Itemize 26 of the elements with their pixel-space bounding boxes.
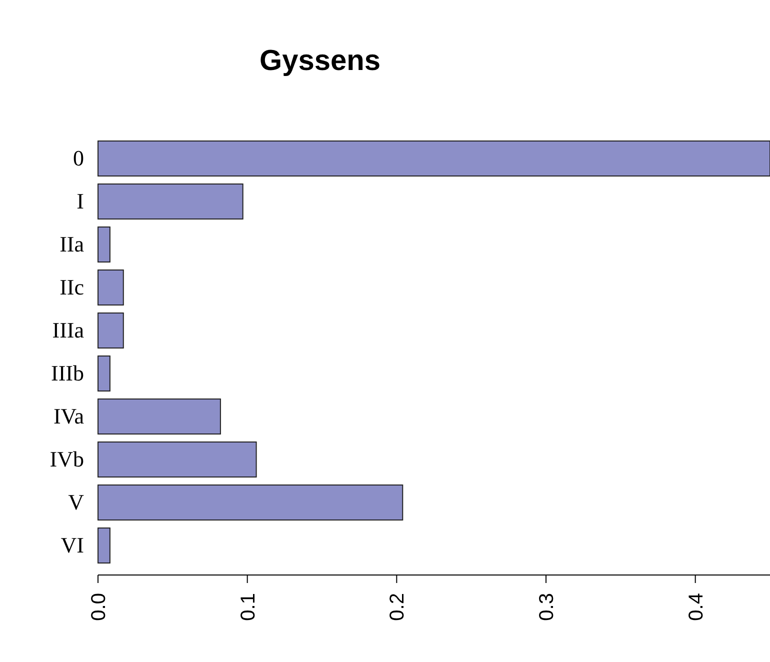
bar xyxy=(98,226,110,262)
chart-title: Gyssens xyxy=(260,45,380,77)
x-tick-label: 0.0 xyxy=(88,593,110,621)
bar xyxy=(98,356,110,392)
y-tick-label: VI xyxy=(60,532,84,558)
y-tick-label: IVa xyxy=(53,404,84,428)
y-tick-label: IIc xyxy=(60,274,84,300)
bar xyxy=(98,484,404,520)
y-tick-label: 0 xyxy=(73,146,84,170)
bar xyxy=(98,398,221,434)
bar xyxy=(98,442,257,478)
bar xyxy=(98,140,770,176)
y-tick-label: V xyxy=(68,490,84,514)
bar xyxy=(98,184,244,220)
bar xyxy=(98,270,124,306)
x-tick-label: 0.3 xyxy=(536,593,558,621)
x-tick-label: 0.1 xyxy=(237,593,260,621)
x-tick-label: 0.2 xyxy=(386,593,409,621)
x-tick-label: 0.4 xyxy=(685,593,708,621)
bar xyxy=(98,528,110,564)
bar xyxy=(98,312,124,348)
y-tick-label: IIIb xyxy=(51,360,84,386)
y-tick-label: IIa xyxy=(60,232,84,256)
y-tick-label: IVb xyxy=(50,446,84,472)
y-tick-label: I xyxy=(76,188,84,214)
y-tick-label: IIIa xyxy=(52,318,84,342)
